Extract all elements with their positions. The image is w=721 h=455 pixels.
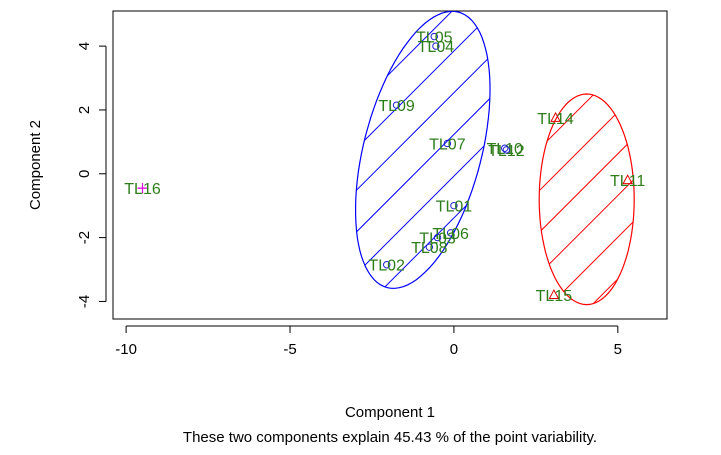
point-label: TL10: [486, 141, 523, 158]
hatch-line: [539, 94, 629, 242]
hatch-line: [355, 40, 490, 276]
hatch-line: [355, 60, 490, 289]
hatch-line: [375, 102, 490, 289]
point-marker: [432, 42, 440, 50]
point-marker: [502, 146, 511, 154]
x-tick-label: -10: [115, 341, 137, 358]
x-axis-title: Component 1: [345, 404, 435, 421]
chart-subtitle: These two components explain 45.43 % of …: [183, 429, 597, 446]
point-label: TL04: [418, 39, 455, 56]
point-label: TL11: [610, 173, 645, 190]
point-label: TL01: [436, 199, 473, 216]
point-label: TL08: [411, 240, 448, 257]
point-marker: [622, 174, 633, 185]
point-marker: [425, 243, 434, 251]
point-label: TL05: [416, 30, 453, 47]
hatch-line: [355, 11, 444, 172]
axes: -10 -5 0 5 -4 -2 0 2 4: [76, 42, 622, 358]
x-tick-label: 5: [614, 341, 622, 358]
point-label: TL03: [419, 231, 456, 248]
point-marker: [430, 32, 438, 41]
cluster-ellipse: [355, 11, 491, 289]
cluster-ellipse: [538, 93, 635, 306]
hatch-line: [551, 163, 635, 305]
point-marker: [433, 233, 442, 242]
point-marker: [548, 288, 560, 300]
point-marker: [450, 201, 458, 210]
point-marker: [550, 111, 561, 122]
hatch-line: [539, 121, 635, 304]
point-marker: [392, 101, 401, 109]
hatch-line: [539, 94, 608, 221]
point-label: TL02: [368, 258, 405, 275]
x-tick-label: -5: [283, 341, 296, 358]
x-tick-label: 0: [450, 341, 458, 358]
point-label: TL16: [124, 181, 161, 198]
point-label: TL06: [432, 226, 469, 243]
point-label: TL15: [536, 288, 573, 305]
point-marker: [383, 261, 391, 269]
y-tick-label: 2: [76, 106, 93, 114]
hatch-line: [355, 11, 490, 234]
point-label: TL14: [537, 111, 574, 128]
y-tick-label: 0: [76, 170, 93, 178]
y-tick-label: -2: [76, 231, 93, 244]
plot-frame: [112, 10, 668, 320]
y-tick-label: 4: [76, 42, 93, 50]
hatch-line: [571, 184, 635, 305]
point-label: TL09: [378, 98, 415, 115]
hatch-line: [539, 101, 635, 284]
y-axis-title: Component 2: [27, 120, 44, 210]
point-marker: [501, 144, 509, 152]
cluster-hatch: [539, 94, 635, 305]
point-marker: [443, 139, 452, 148]
y-tick-label: -4: [76, 295, 93, 308]
point-label: TL07: [429, 136, 466, 153]
hatch-line: [355, 19, 490, 255]
point-label: TL12: [488, 143, 525, 160]
hatch-line: [539, 94, 635, 263]
point-marker: [446, 229, 455, 237]
point-marker: [137, 183, 148, 194]
